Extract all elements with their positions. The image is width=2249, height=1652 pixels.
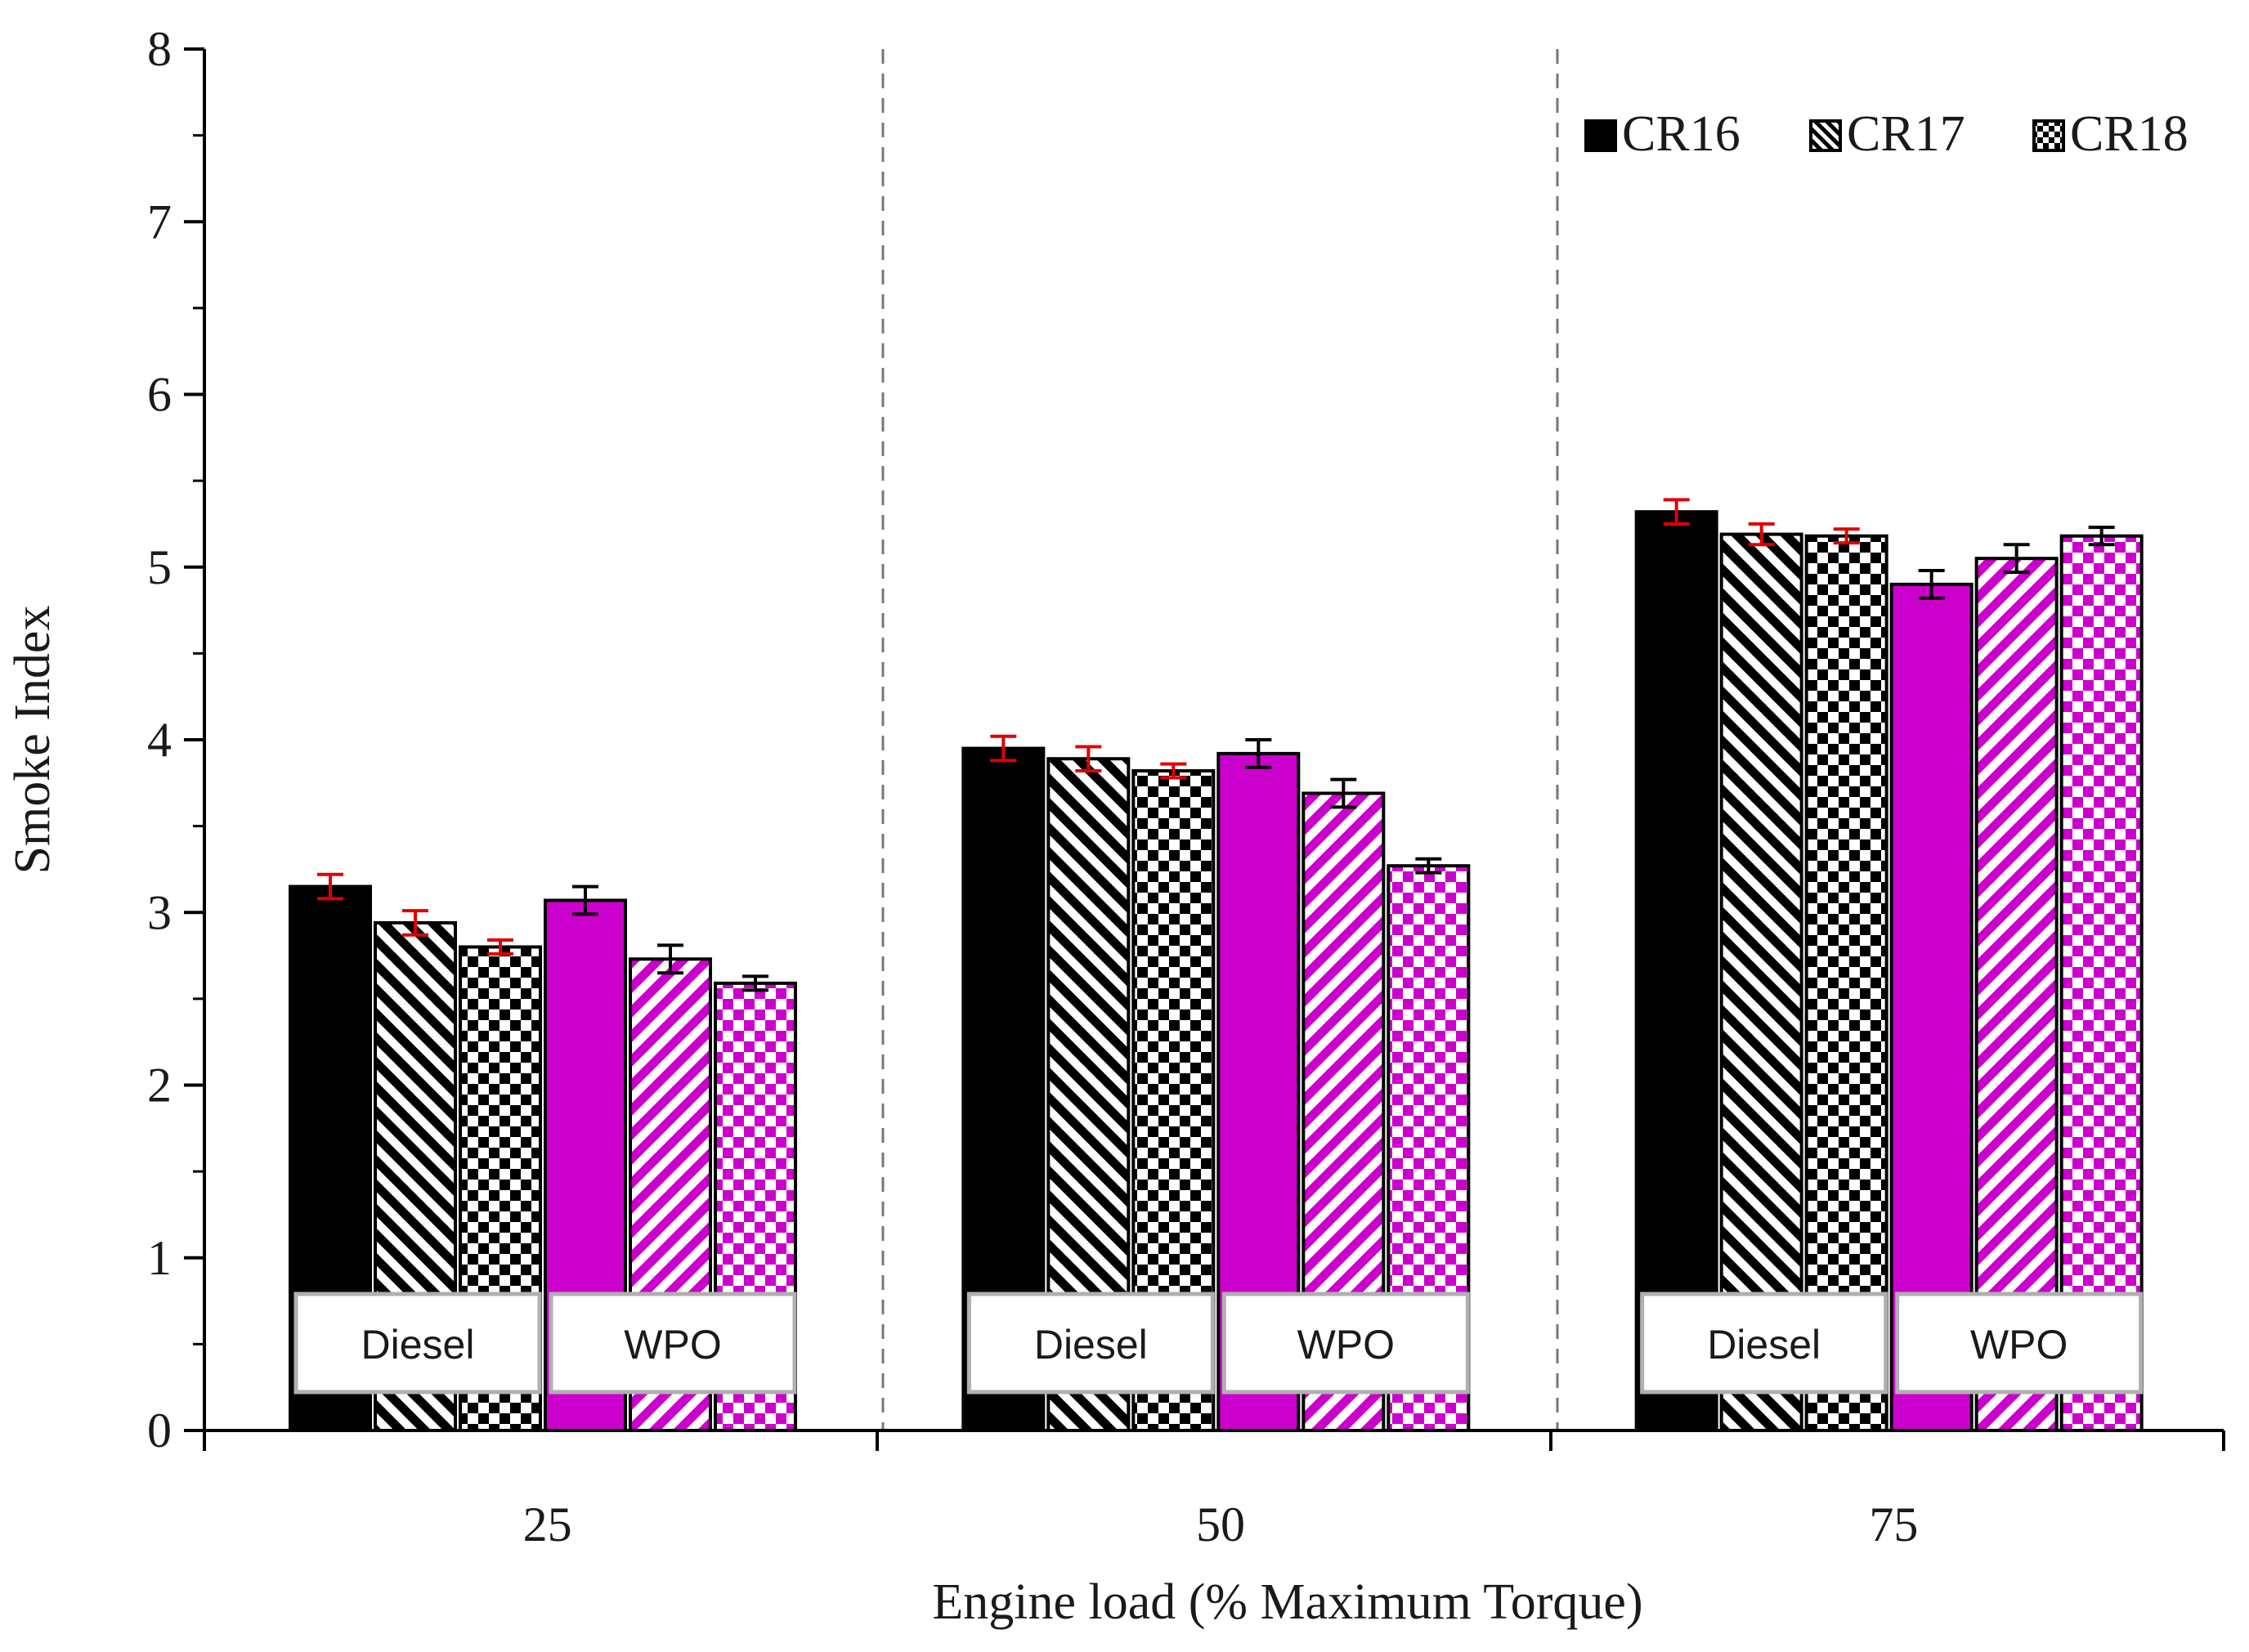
- plot-area: [881, 49, 1559, 1430]
- legend-swatch-cr17: [1809, 119, 1842, 152]
- fuel-label-box: [1895, 1292, 2144, 1395]
- error-bar: [317, 872, 343, 901]
- legend: CR16 CR17 CR18: [1584, 106, 2189, 162]
- error-bar: [1833, 527, 1860, 545]
- error-bar: [2003, 543, 2030, 575]
- y-tick-label: 8: [147, 22, 172, 76]
- error-bar: [990, 734, 1017, 763]
- y-ticks: 0 1 2 3 4 5 6 7 8: [147, 22, 204, 1457]
- error-bar: [1918, 568, 1945, 600]
- fuel-label: WPO: [624, 1322, 721, 1368]
- legend-label-cr17: CR17: [1847, 106, 1965, 162]
- error-bar: [1415, 857, 1442, 875]
- bar-diesel-cr17-load-75: [1719, 532, 1803, 1432]
- bar-diesel-cr18-load-75: [1804, 534, 1888, 1432]
- y-tick-label: 2: [147, 1059, 172, 1113]
- fuel-label: Diesel: [361, 1322, 475, 1368]
- fuel-label: Diesel: [1034, 1322, 1148, 1368]
- y-tick-label: 0: [147, 1404, 172, 1457]
- error-bar: [1330, 777, 1357, 809]
- y-tick-label: 5: [147, 540, 172, 594]
- error-bar: [1075, 745, 1102, 773]
- fuel-label-box: [1221, 1292, 1470, 1395]
- fuel-label: WPO: [1970, 1322, 2068, 1368]
- error-bar: [1748, 522, 1775, 547]
- x-tick-label: 25: [523, 1498, 572, 1551]
- error-bar: [1245, 738, 1272, 769]
- y-tick-label: 3: [147, 885, 172, 939]
- fuel-label-box: [966, 1292, 1215, 1395]
- error-bar: [487, 938, 513, 956]
- x-axis-title: Engine load (% Maximum Torque): [932, 1574, 1642, 1630]
- legend-label-cr18: CR18: [2070, 106, 2189, 162]
- x-tick-labels: 25 50 75: [523, 1498, 1919, 1551]
- fuel-label-box: [549, 1292, 797, 1395]
- x-tick-label: 75: [1869, 1498, 1918, 1551]
- fuel-label: WPO: [1297, 1322, 1395, 1368]
- y-tick-label: 4: [147, 713, 172, 767]
- error-bar: [1663, 498, 1690, 526]
- error-bar: [2088, 526, 2115, 547]
- error-bar: [742, 974, 768, 992]
- y-tick-label: 1: [147, 1231, 172, 1285]
- fuel-label-box: [1640, 1292, 1888, 1395]
- y-tick-label: 7: [147, 195, 172, 248]
- legend-swatch-cr16: [1584, 119, 1617, 152]
- error-bar: [1160, 762, 1187, 780]
- error-bar: [402, 909, 428, 937]
- y-axis-title: Smoke Index: [5, 606, 60, 875]
- bar-wpo-cr18-load-75: [2059, 534, 2144, 1432]
- legend-label-cr16: CR16: [1622, 106, 1741, 162]
- y-tick-label: 6: [147, 368, 172, 422]
- legend-swatch-cr18: [2032, 119, 2065, 152]
- error-bar: [657, 943, 683, 975]
- fuel-label: Diesel: [1707, 1322, 1821, 1368]
- fuel-label-box: [293, 1292, 542, 1395]
- error-bars-layer: [317, 498, 2115, 992]
- error-bar: [572, 884, 598, 916]
- x-tick-label: 50: [1196, 1498, 1245, 1551]
- fuel-label-boxes: Diesel WPO Diesel WPO Diesel WPO: [293, 1292, 2144, 1395]
